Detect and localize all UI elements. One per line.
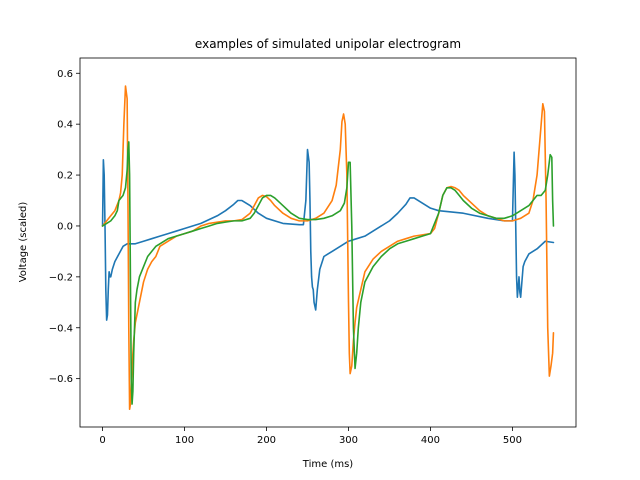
y-tick-label: 0.2 xyxy=(57,171,73,182)
x-axis: 0 100 200 300 400 500 xyxy=(99,427,522,446)
x-tick-label: 300 xyxy=(339,435,358,446)
y-tick-label: −0.2 xyxy=(49,272,73,283)
y-axis-label: Voltage (scaled) xyxy=(18,202,29,283)
plot-area xyxy=(101,85,555,410)
plot-frame xyxy=(79,57,577,428)
y-tick-label: −0.6 xyxy=(49,374,73,385)
x-tick-label: 100 xyxy=(175,435,194,446)
x-tick-label: 500 xyxy=(503,435,522,446)
series-line-3 xyxy=(101,141,555,405)
x-tick-label: 200 xyxy=(257,435,276,446)
x-tick-label: 400 xyxy=(421,435,440,446)
x-axis-label: Time (ms) xyxy=(302,459,354,470)
y-tick-label: 0.4 xyxy=(57,120,73,131)
y-tick-label: 0.0 xyxy=(57,221,73,232)
y-tick-label: −0.4 xyxy=(49,323,73,334)
series-line-1 xyxy=(101,148,555,321)
y-axis: −0.6 −0.4 −0.2 0.0 0.2 0.4 0.6 xyxy=(49,69,80,385)
y-tick-label: 0.6 xyxy=(57,69,73,80)
chart-title: examples of simulated unipolar electrogr… xyxy=(195,37,461,51)
x-tick-label: 0 xyxy=(99,435,105,446)
